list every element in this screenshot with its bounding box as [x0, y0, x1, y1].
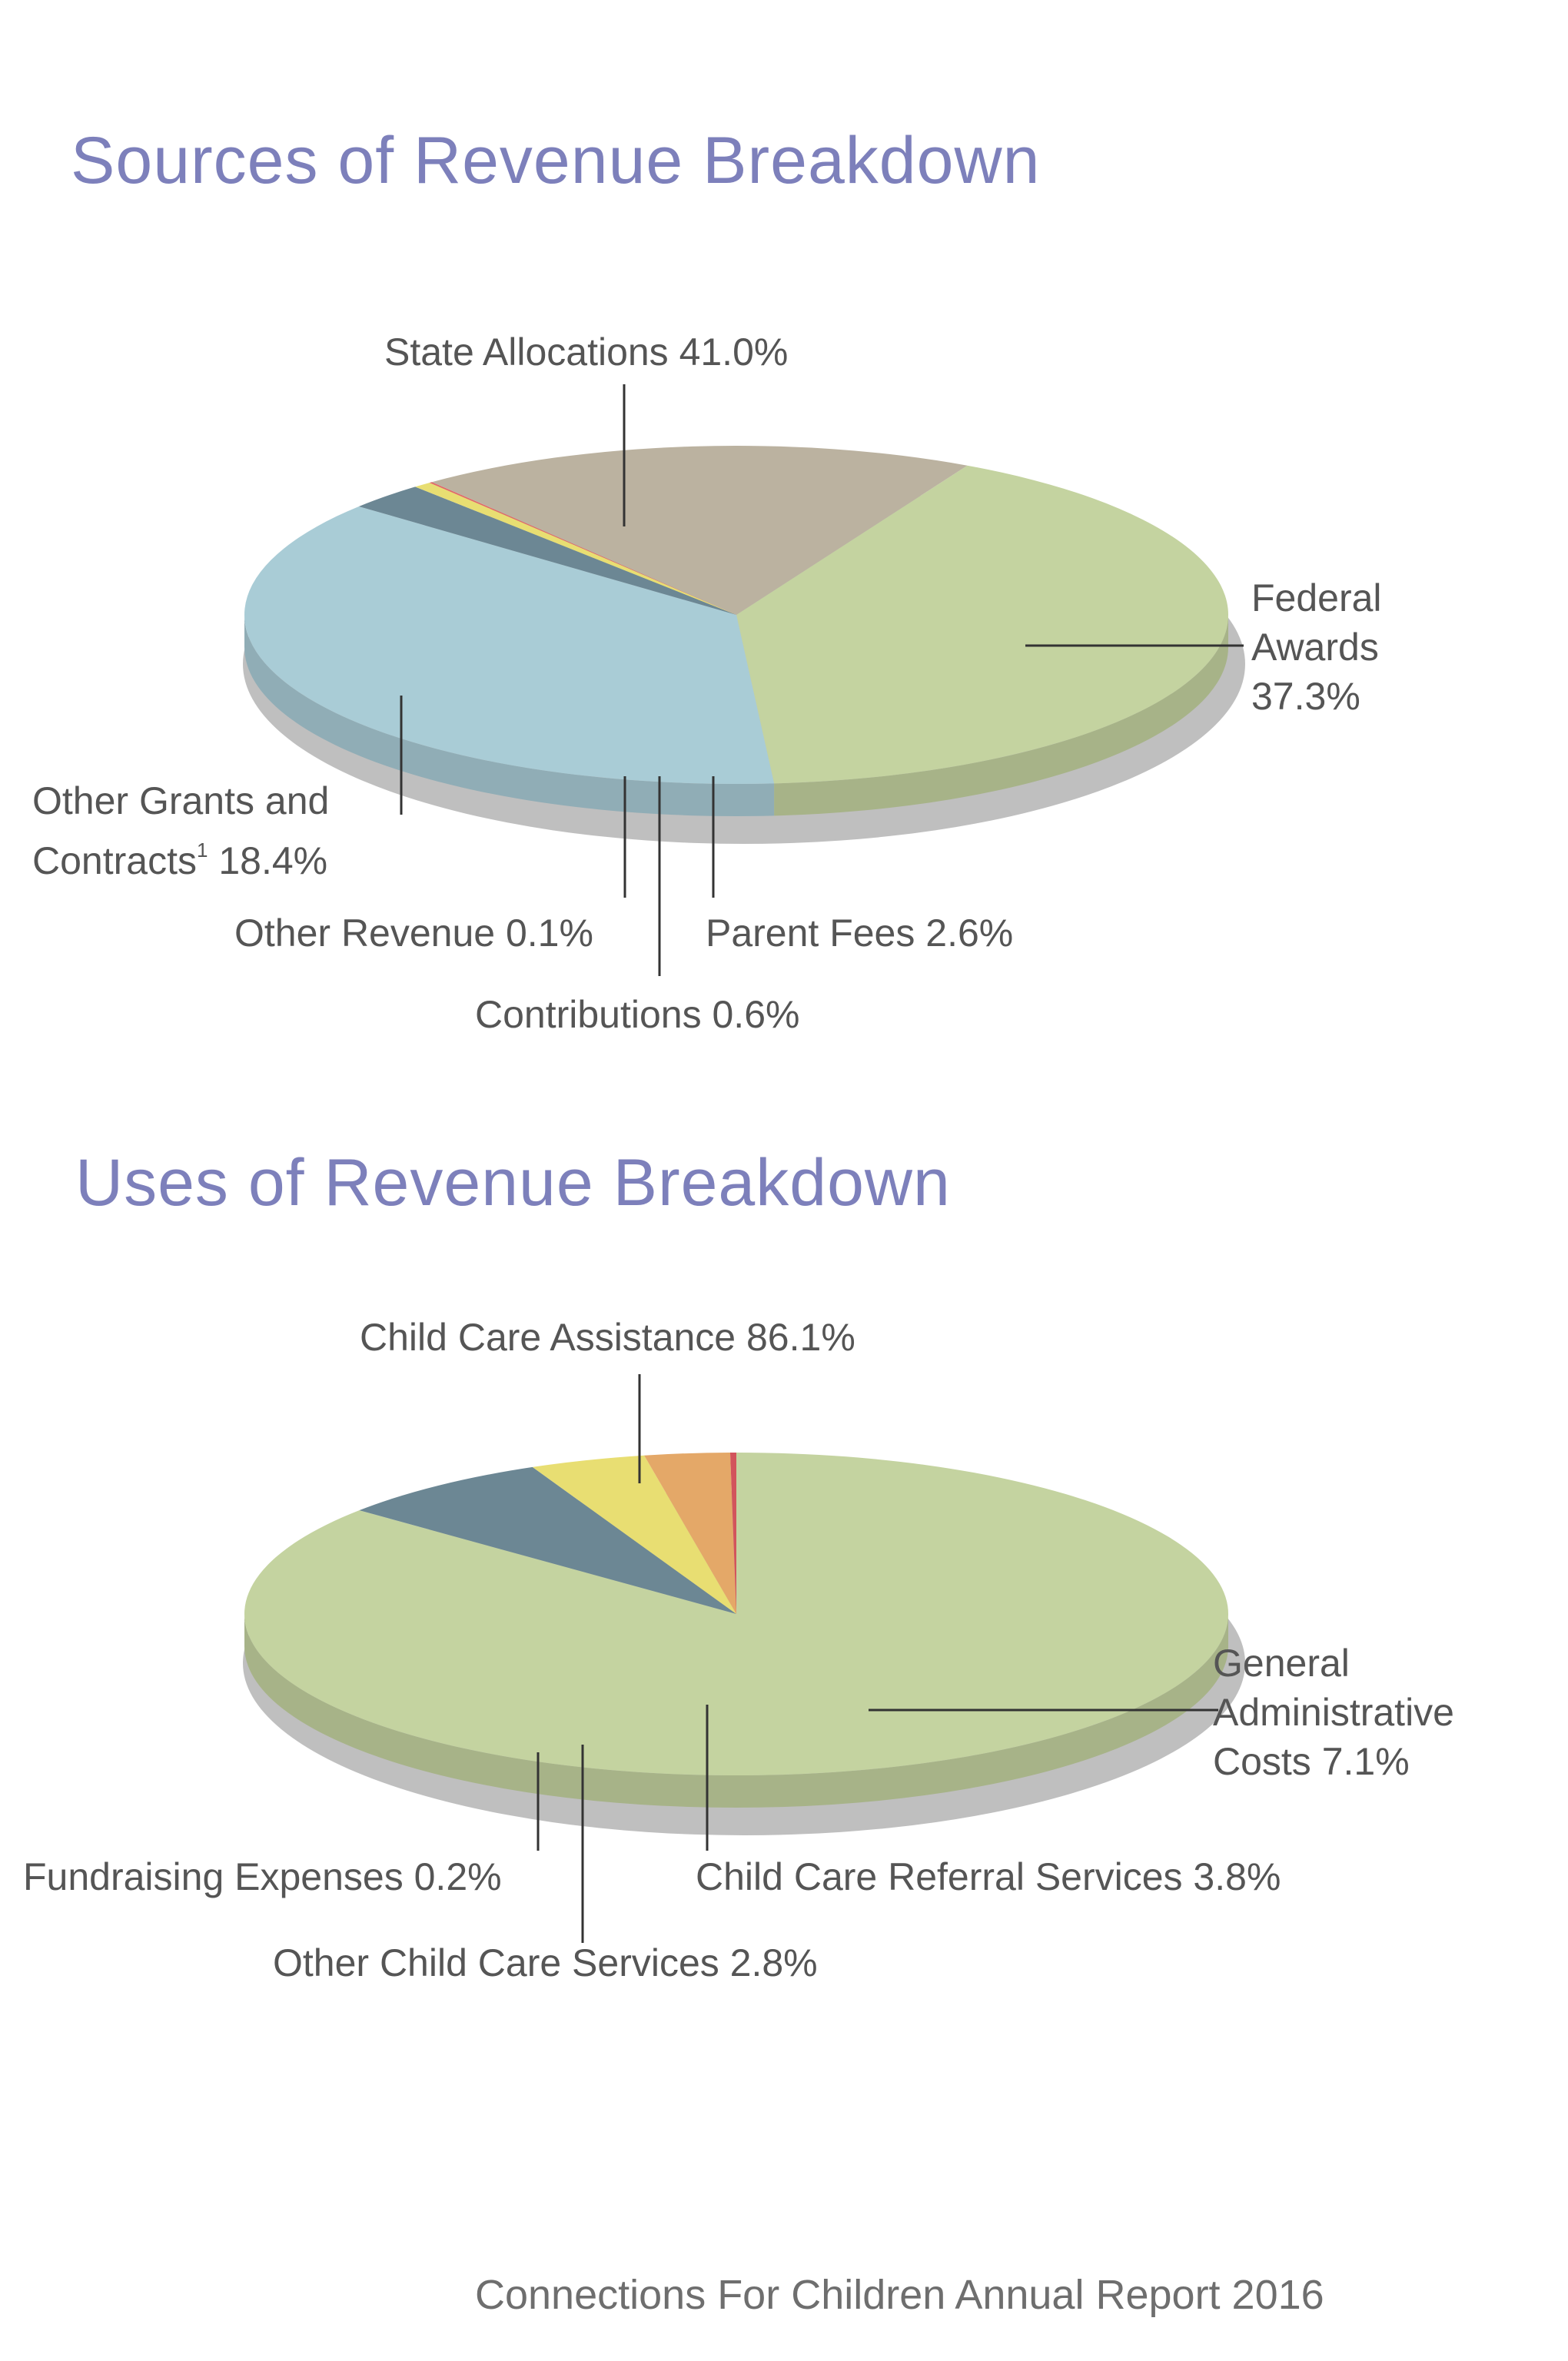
sources-pie-chart: State Allocations 41.0% Federal Awards 3… — [0, 292, 1568, 1091]
pie-slice-child-care-referral-services-3-8 — [532, 1455, 736, 1614]
label-parent-fees: Parent Fees 2.6% — [706, 912, 1014, 955]
pie-slice-other-child-care-services-2-8 — [644, 1453, 736, 1614]
pie-slice-parent-fees-2-6 — [358, 486, 736, 615]
footer-text: Connections For Children Annual Report 2… — [475, 2272, 1324, 2318]
label-general-admin: General Administrative Costs 7.1% — [1213, 1639, 1454, 1786]
pie-slice-other-revenue-0-1 — [429, 482, 736, 615]
pie-slice-general-administrative-costs-7-1 — [359, 1466, 736, 1614]
pie-slice-state-allocations-41-0-side — [774, 615, 1228, 816]
label-federal-awards-line-1: Federal — [1251, 576, 1382, 619]
sources-pie-svg — [243, 384, 1245, 976]
label-other-revenue: Other Revenue 0.1% — [234, 912, 593, 955]
pie-slice-other-grants-and-contracts-18-4 — [431, 446, 968, 615]
label-contributions: Contributions 0.6% — [475, 993, 800, 1036]
label-child-care-assistance: Child Care Assistance 86.1% — [360, 1316, 855, 1359]
uses-chart-title: Uses of Revenue Breakdown — [75, 1146, 951, 1220]
label-general-admin-line-2: Administrative — [1213, 1691, 1454, 1734]
label-federal-awards-line-3: 37.3% — [1251, 675, 1360, 718]
label-other-grants-line-2: Contracts1 18.4% — [32, 825, 329, 885]
uses-pie-chart: Child Care Assistance 86.1% General Admi… — [0, 1291, 1568, 2060]
label-fundraising: Fundraising Expenses 0.2% — [23, 1855, 502, 1898]
label-referral: Child Care Referral Services 3.8% — [696, 1855, 1281, 1898]
pie-slice-federal-awards-37-3 — [244, 506, 775, 785]
pie-slice-state-allocations-41-0 — [736, 465, 1229, 784]
sources-chart-title: Sources of Revenue Breakdown — [71, 124, 1041, 198]
label-federal-awards-line-2: Awards — [1251, 626, 1379, 669]
pie-slice-federal-awards-37-3-side — [244, 615, 775, 816]
uses-pie-svg — [243, 1374, 1245, 1943]
pie-slice-child-care-assistance-86-1-side — [244, 1614, 1228, 1808]
label-general-admin-line-3: Costs 7.1% — [1213, 1740, 1410, 1783]
label-other-grants: Other Grants and Contracts1 18.4% — [32, 776, 329, 885]
pie-slice-fundraising-expenses-0-2 — [729, 1453, 736, 1614]
label-other-services: Other Child Care Services 2.8% — [273, 1941, 818, 1984]
pie-slice-contributions-0-6 — [415, 483, 736, 615]
label-general-admin-line-1: General — [1213, 1642, 1350, 1685]
label-other-grants-line-1: Other Grants and — [32, 779, 330, 822]
label-other-grants-percent: 18.4% — [208, 839, 328, 882]
label-federal-awards: Federal Awards 37.3% — [1251, 573, 1382, 721]
pie-tops — [244, 1453, 1229, 1775]
pie-sides — [244, 615, 1228, 816]
pie-slice-child-care-assistance-86-1 — [244, 1453, 1229, 1775]
pie-sides — [244, 1614, 1228, 1808]
label-state-allocations: State Allocations 41.0% — [384, 330, 789, 374]
label-other-grants-contracts: Contracts — [32, 839, 197, 882]
footnote-marker: 1 — [196, 838, 208, 862]
pie-tops — [244, 446, 1229, 785]
